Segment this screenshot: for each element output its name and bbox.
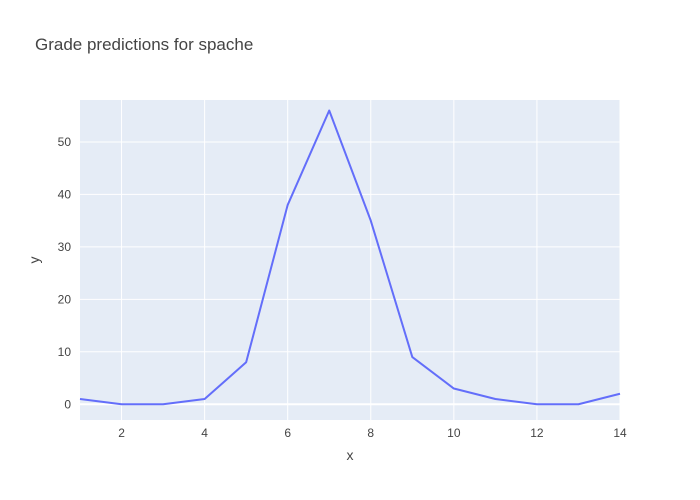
x-tick-label: 2 — [118, 426, 125, 440]
x-tick-label: 6 — [284, 426, 291, 440]
x-tick-label: 12 — [530, 426, 544, 440]
y-tick-label: 0 — [64, 397, 71, 411]
x-tick-label: 8 — [367, 426, 374, 440]
y-tick-label: 50 — [58, 135, 72, 149]
x-tick-label: 10 — [447, 426, 461, 440]
y-tick-label: 30 — [58, 240, 72, 254]
series-line — [79, 109, 621, 406]
x-axis-title: x — [347, 447, 354, 463]
chart-title: Grade predictions for spache — [35, 35, 253, 54]
y-tick-label: 20 — [58, 292, 72, 306]
plot-area — [80, 100, 620, 420]
y-tick-label: 10 — [58, 345, 72, 359]
y-tick-label: 40 — [58, 187, 72, 201]
series-layer — [79, 109, 621, 406]
x-tick-label: 14 — [613, 426, 627, 440]
y-axis-ticks: 0 10 20 30 40 50 — [58, 135, 72, 411]
y-axis-title: y — [26, 257, 42, 264]
x-axis-ticks: 2 4 6 8 10 12 14 — [118, 426, 627, 440]
x-tick-label: 4 — [201, 426, 208, 440]
